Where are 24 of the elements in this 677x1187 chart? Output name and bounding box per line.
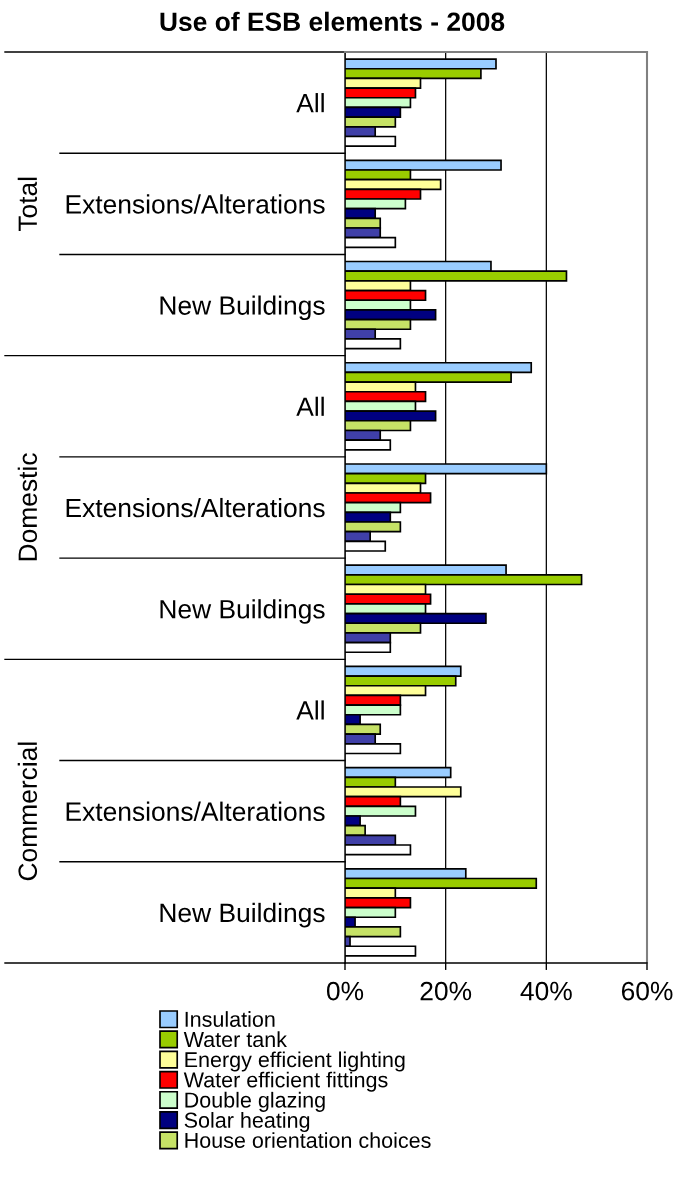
y-tick-label: Extensions/Alterations [66, 497, 325, 518]
y-tick-label: New Buildings [160, 902, 325, 928]
legend-label: Water tank [183, 1031, 287, 1048]
x-tick-label: 40% [520, 981, 572, 1001]
y-tick-label: New Buildings [160, 599, 325, 624]
chart-title: Use of ESB elements - 2008 [160, 11, 505, 32]
text: Domestic [17, 453, 38, 561]
y-tick-label: Extensions/Alterations [66, 194, 325, 214]
y-tick-label: New Buildings [160, 295, 325, 321]
y-tick-label: All [296, 396, 324, 416]
legend-label: House orientation choices [185, 1132, 431, 1149]
legend-label: Water efficient fittings [183, 1071, 388, 1092]
x-tick-label: 60% [621, 981, 673, 1001]
legend-label: Double glazing [185, 1091, 325, 1112]
y-tick-label: Extensions/Alterations [66, 801, 325, 821]
text: Total [17, 177, 38, 232]
x-tick-label: 0% [326, 981, 364, 1001]
y-tick-label: All [296, 700, 324, 720]
text: Commercial [17, 742, 38, 881]
x-tick-label: 20% [420, 981, 472, 1001]
legend-label: Solar heating [184, 1112, 310, 1133]
y-tick-label: All [296, 93, 324, 113]
legend-label: Energy efficient lighting [185, 1051, 405, 1072]
legend-label: Insulation [185, 1011, 275, 1027]
